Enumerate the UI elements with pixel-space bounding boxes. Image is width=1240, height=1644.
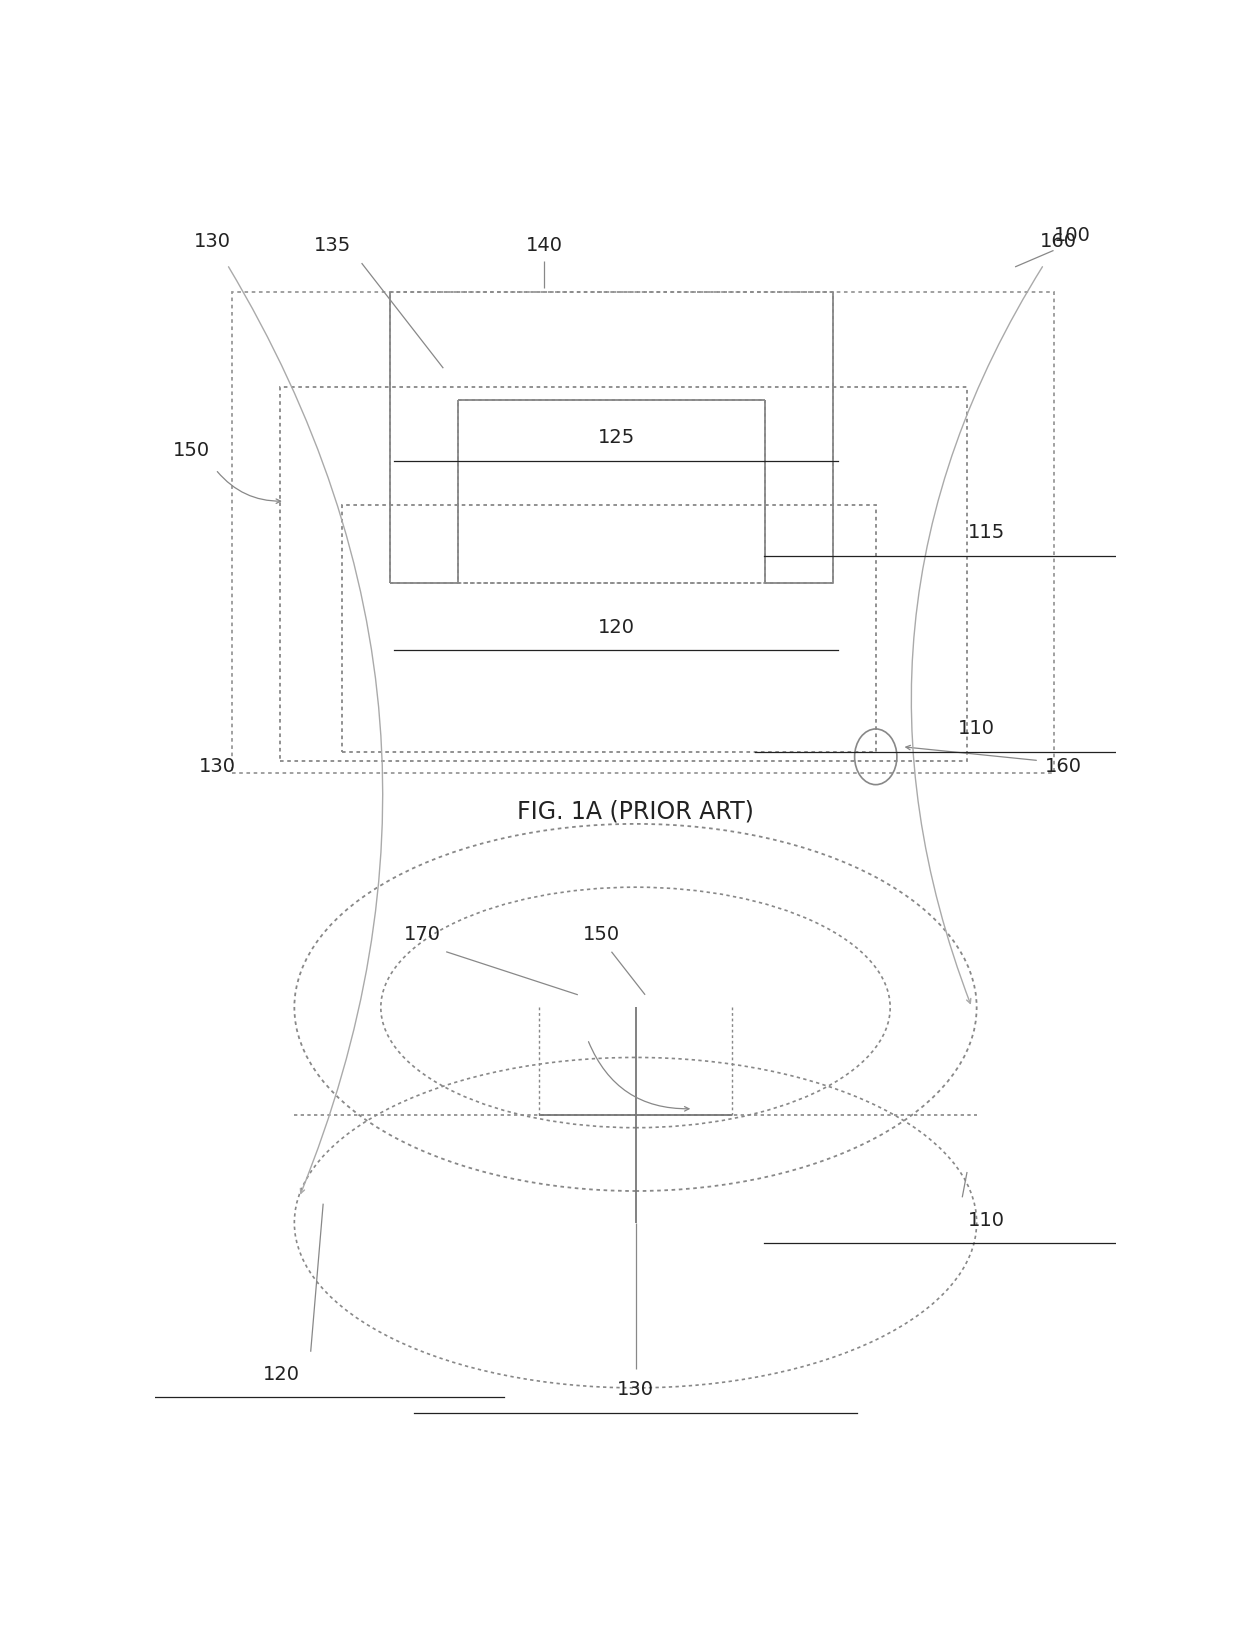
- Text: 120: 120: [263, 1365, 300, 1384]
- Text: 160: 160: [1044, 758, 1081, 776]
- Text: 110: 110: [967, 1210, 1004, 1230]
- Text: 100: 100: [1054, 225, 1091, 245]
- Bar: [342, 505, 875, 751]
- Text: FIG. 1A (PRIOR ART): FIG. 1A (PRIOR ART): [517, 799, 754, 824]
- Text: 125: 125: [598, 429, 635, 447]
- Text: 140: 140: [526, 235, 563, 255]
- Bar: [280, 386, 967, 761]
- Text: 170: 170: [404, 924, 440, 944]
- Text: 130: 130: [618, 1381, 653, 1399]
- Text: 115: 115: [967, 523, 1004, 543]
- Text: 110: 110: [959, 720, 996, 738]
- Text: 135: 135: [314, 235, 351, 255]
- Bar: [458, 399, 765, 584]
- Text: 130: 130: [198, 758, 236, 776]
- Text: 160: 160: [1040, 232, 1076, 252]
- Text: 150: 150: [172, 441, 210, 460]
- Bar: [232, 293, 1054, 773]
- Text: 120: 120: [598, 618, 635, 638]
- Bar: [391, 293, 832, 584]
- Text: 130: 130: [195, 232, 231, 252]
- Text: 150: 150: [583, 924, 620, 944]
